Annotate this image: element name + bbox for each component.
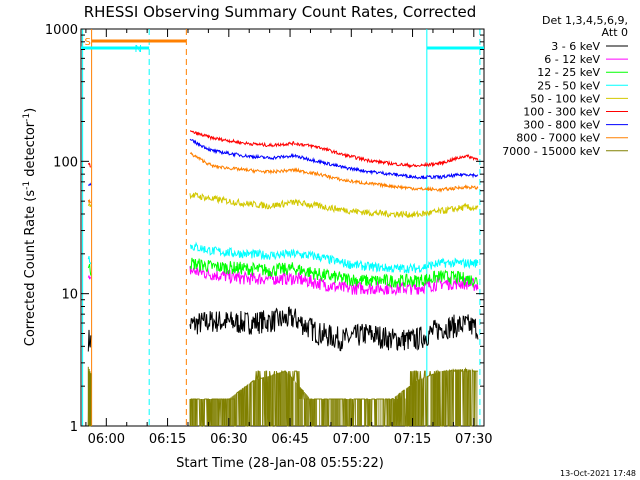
series-line — [189, 151, 479, 193]
x-axis: 06:00 06:15 06:30 06:45 07:00 07:15 07:30 — [85, 29, 493, 447]
legend-header: Det 1,3,4,5,6,9, — [542, 14, 628, 27]
series-line — [189, 366, 478, 427]
legend-label: 12 - 25 keV — [537, 66, 600, 79]
series-line — [189, 266, 479, 297]
observing-flags-layer: SN — [81, 29, 484, 426]
series-line — [189, 257, 478, 289]
series-line — [87, 275, 92, 280]
y-tick-label: 100 — [53, 155, 78, 170]
series-7000-15000keV-kev — [87, 366, 478, 427]
y-axis: 1 10 100 1000 — [45, 23, 484, 435]
series-line — [189, 191, 479, 219]
x-axis-label: Start Time (28-Jan-08 05:55:22) — [176, 456, 384, 471]
y-axis-label: Corrected Count Rate (s-1 detector-1) — [22, 108, 38, 346]
series-300-800keV-kev — [87, 138, 479, 187]
series-line — [87, 263, 92, 276]
series-line — [189, 306, 479, 352]
x-tick-label: 07:00 — [333, 432, 370, 447]
footer-date: 13-Oct-2021 17:48 — [560, 469, 636, 478]
series-line — [87, 182, 92, 187]
series-line — [189, 241, 479, 274]
series-line — [189, 138, 479, 180]
series-line — [190, 130, 479, 169]
series-line — [87, 371, 92, 427]
series-3-6keV-kev — [87, 306, 479, 352]
series-50-100keV-kev — [87, 191, 479, 219]
y-tick-label: 1000 — [45, 23, 78, 38]
night-flag-label: N — [134, 44, 141, 55]
series-12-25keV-kev — [87, 257, 478, 289]
series-100-300keV-kev — [87, 130, 479, 169]
legend-label: 3 - 6 keV — [551, 40, 600, 53]
legend-header-2: Att 0 — [602, 26, 628, 39]
legend-label: 800 - 7000 keV — [516, 132, 600, 145]
legend-label: 25 - 50 keV — [537, 79, 600, 92]
legend-label: 7000 - 15000 keV — [502, 145, 600, 158]
x-tick-label: 06:30 — [210, 432, 247, 447]
series-6-12keV-kev — [87, 266, 479, 297]
x-tick-label: 07:15 — [394, 432, 431, 447]
plot-frame — [80, 28, 485, 427]
series-25-50keV-kev — [87, 241, 479, 274]
x-tick-label: 06:45 — [271, 432, 308, 447]
legend-label: 50 - 100 keV — [530, 92, 600, 105]
series-line — [87, 255, 92, 265]
x-tick-label: 06:15 — [149, 432, 186, 447]
y-tick-label: 1 — [70, 420, 78, 435]
series-layer — [87, 130, 479, 427]
series-line — [87, 203, 92, 208]
chart-title: RHESSI Observing Summary Count Rates, Co… — [84, 3, 477, 21]
y-tick-label: 10 — [61, 288, 78, 303]
legend-label: 300 - 800 keV — [523, 119, 600, 132]
series-line — [87, 198, 91, 205]
series-800-7000keV-kev — [87, 151, 479, 205]
saa-flag-label: S — [84, 37, 90, 48]
series-line — [87, 162, 92, 168]
legend-label: 100 - 300 keV — [523, 106, 600, 119]
series-line — [87, 329, 92, 352]
x-tick-label: 06:00 — [88, 432, 125, 447]
legend-label: 6 - 12 keV — [544, 53, 600, 66]
x-tick-label: 07:30 — [455, 432, 492, 447]
